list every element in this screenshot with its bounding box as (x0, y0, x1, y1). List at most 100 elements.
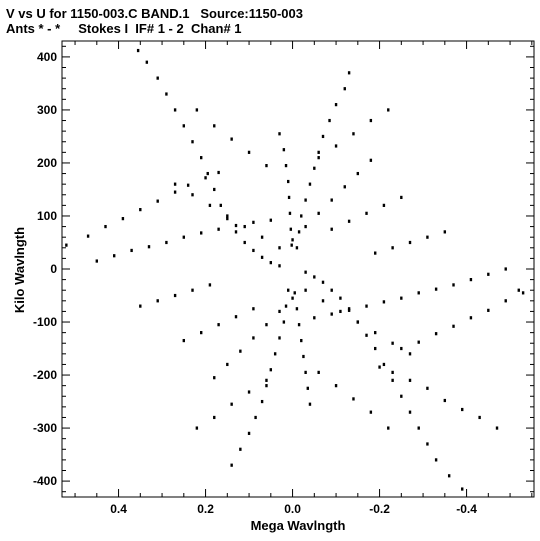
data-point (295, 246, 299, 250)
data-point (219, 203, 222, 207)
data-point (347, 219, 351, 223)
data-point (321, 280, 325, 284)
data-point (247, 390, 251, 394)
data-point (300, 214, 303, 218)
data-point (521, 291, 525, 295)
data-point (173, 108, 177, 112)
data-point (247, 431, 251, 435)
data-point (417, 426, 420, 430)
data-point (265, 164, 268, 168)
data-point (317, 370, 320, 374)
data-point (191, 140, 194, 144)
data-point (282, 148, 286, 152)
data-point (334, 144, 338, 148)
data-point (252, 336, 255, 340)
data-point (295, 307, 299, 311)
data-point (504, 267, 507, 271)
data-point (378, 365, 381, 369)
data-point (461, 407, 464, 412)
data-point (278, 336, 281, 340)
data-point (469, 316, 473, 320)
data-point (260, 235, 264, 239)
data-point (165, 92, 168, 96)
data-point (478, 415, 481, 420)
data-point (200, 156, 203, 160)
data-point (204, 176, 207, 180)
data-point (206, 171, 209, 176)
data-point (517, 288, 520, 292)
data-point (65, 243, 68, 247)
y-tick-label: 0 (50, 262, 57, 276)
data-point (293, 291, 296, 295)
data-point (339, 296, 342, 300)
data-point (365, 304, 368, 308)
data-point (156, 76, 159, 80)
data-point (226, 214, 229, 218)
data-point (317, 156, 320, 160)
data-point (247, 150, 251, 154)
data-point (452, 324, 455, 328)
data-point (308, 402, 312, 406)
data-point (243, 224, 246, 229)
data-point (369, 158, 373, 162)
data-point (461, 487, 464, 491)
data-point (265, 378, 268, 382)
data-point (260, 255, 264, 259)
plot-frame (61, 40, 535, 498)
data-point (304, 288, 307, 292)
data-point (356, 320, 360, 324)
data-point (408, 240, 412, 245)
data-point (400, 195, 403, 200)
data-point (391, 370, 394, 374)
y-tick-label: -100 (33, 315, 57, 329)
data-point (182, 235, 186, 239)
data-point (191, 193, 194, 197)
y-tick-label: 200 (37, 156, 57, 170)
data-point (504, 299, 507, 303)
data-point (487, 272, 490, 276)
data-point (239, 447, 242, 451)
data-point (136, 48, 140, 53)
data-point (139, 304, 142, 308)
data-point (217, 170, 220, 175)
data-point (291, 296, 294, 300)
data-point (300, 338, 303, 343)
data-point (156, 299, 159, 303)
data-point (443, 230, 447, 234)
x-tick-label: 0.4 (110, 502, 127, 516)
y-axis-label: Kilo Wavlngth (12, 227, 27, 313)
data-point (330, 312, 333, 316)
data-point (352, 397, 355, 401)
data-point (434, 287, 438, 291)
data-point (252, 307, 255, 311)
data-point (139, 208, 142, 212)
data-point (200, 231, 203, 235)
data-point (269, 261, 273, 265)
data-point (291, 238, 294, 242)
y-tick-label: 400 (37, 50, 57, 64)
data-point (269, 368, 273, 372)
data-point (374, 346, 377, 351)
data-point (321, 134, 325, 139)
data-point (313, 275, 316, 279)
data-point (288, 211, 292, 215)
data-point (321, 299, 325, 303)
data-point (284, 304, 288, 308)
data-point (347, 71, 351, 75)
data-point (195, 426, 199, 430)
data-point (239, 349, 242, 353)
data-point (230, 402, 233, 406)
data-point (447, 474, 451, 478)
data-point (213, 415, 216, 420)
data-point (217, 323, 220, 327)
data-point (302, 354, 305, 359)
data-point (328, 118, 331, 123)
data-point (400, 296, 403, 300)
data-point (304, 370, 307, 374)
data-point (287, 195, 291, 200)
data-point (400, 346, 403, 351)
data-point (282, 320, 286, 324)
x-tick-label: 0.2 (197, 502, 214, 516)
x-tick-label: -0.2 (369, 502, 390, 516)
chart-subtitle: Ants * - * Stokes I IF# 1 - 2 Chan# 1 (6, 21, 242, 36)
